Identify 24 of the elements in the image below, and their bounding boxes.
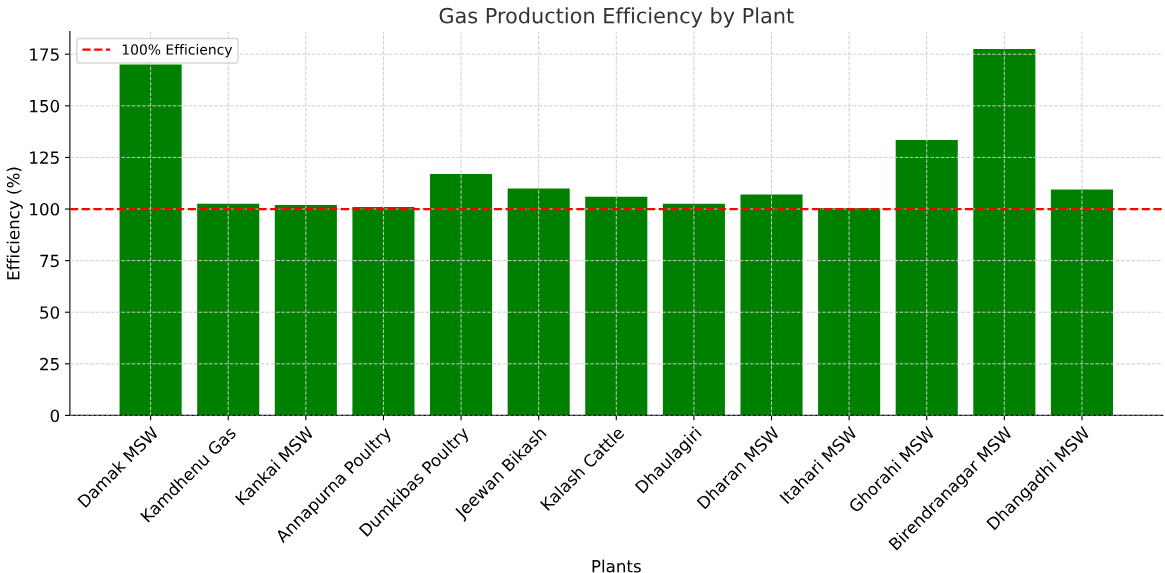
bar [973,49,1036,416]
y-tick-label: 100 [30,202,60,216]
bar [430,173,493,416]
x-axis-title: Plants [592,559,641,573]
y-tick-label: 25 [40,357,59,371]
legend-label: 100% Efficiency [122,44,233,58]
y-axis-title: Efficiency (%) [6,167,23,280]
y-tick-label: 0 [50,409,60,422]
bar [507,188,570,416]
bar [352,206,415,416]
chart-title: Gas Production Efficiency by Plant [439,7,794,28]
y-tick-label: 75 [40,254,59,268]
bar [1050,189,1113,416]
bar [740,194,803,416]
bar [662,203,725,416]
y-tick-label: 150 [30,99,60,113]
y-tick-label: 50 [40,306,60,319]
bar [274,204,337,416]
y-tick-label: 175 [30,48,59,61]
bar [585,196,648,416]
y-tick-label: 125 [30,151,59,164]
bar [895,139,958,416]
bar [818,207,881,416]
bar [197,203,260,416]
